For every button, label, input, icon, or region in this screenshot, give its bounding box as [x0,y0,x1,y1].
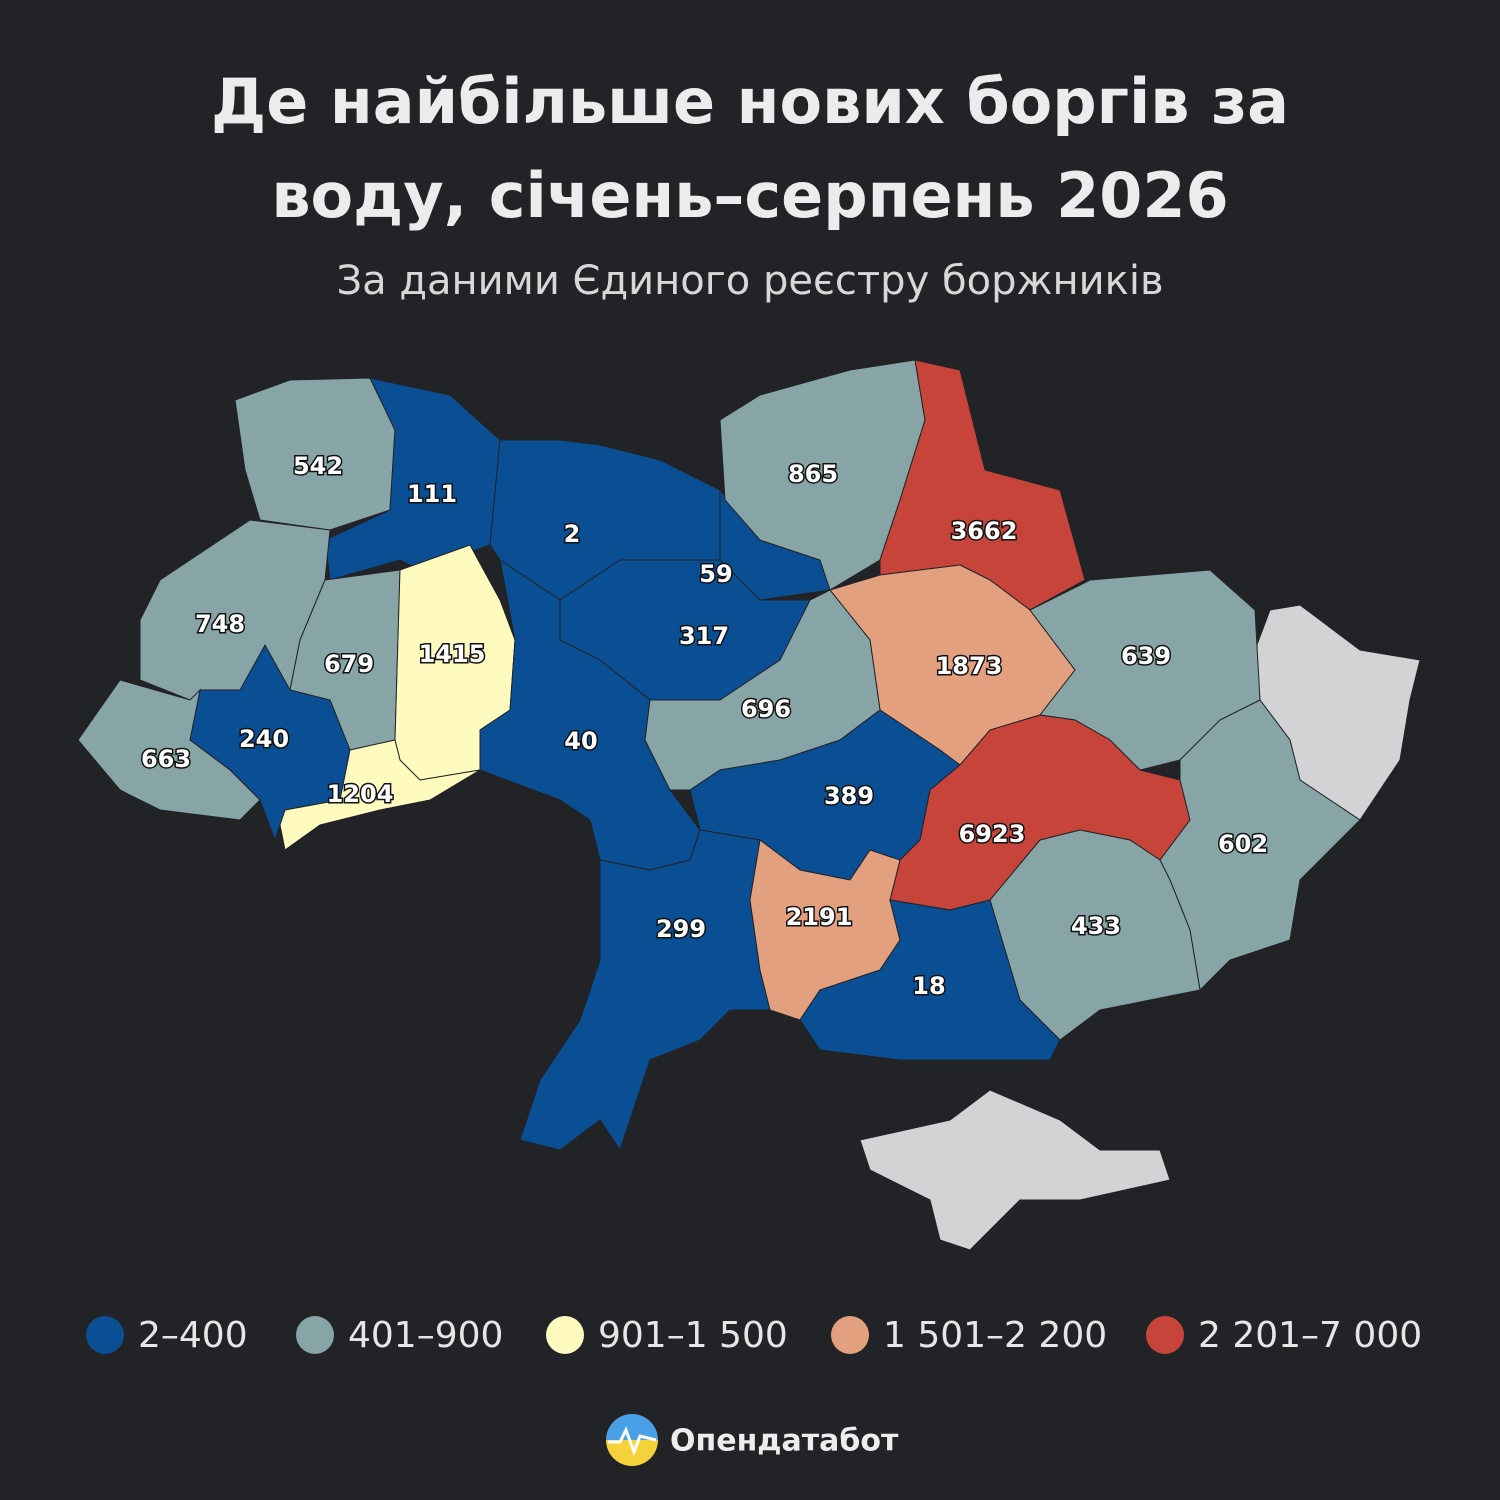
region [519,829,771,1152]
region-label: 40 [564,727,597,755]
legend-swatch [86,1316,124,1354]
legend-swatch [296,1316,334,1354]
region-label: 2191 [786,903,853,931]
region-label: 59 [699,560,732,588]
region-label: 2 [564,520,581,548]
title: Де найбільше нових боргів за воду, січен… [211,65,1289,232]
legend-label: 401–900 [348,1315,503,1356]
region-label: 6923 [959,820,1026,848]
region-label: 389 [824,782,874,810]
region [279,739,481,851]
legend-label: 1 501–2 200 [883,1315,1107,1356]
region-label: 663 [141,745,191,773]
brand: Опендатабот [670,1424,899,1459]
region [799,899,1061,1061]
region-label: 748 [195,610,245,638]
region [324,377,501,581]
region-label: 602 [1218,830,1268,858]
region-label: 639 [1121,642,1171,670]
region-label: 1415 [419,640,486,668]
legend-swatch [1146,1316,1184,1354]
legend-swatch [831,1316,869,1354]
region-label: 865 [788,460,838,488]
legend-label: 2–400 [138,1315,248,1356]
region-label: 679 [324,650,374,678]
brand-logo [606,1414,658,1466]
region-label: 1204 [327,780,394,808]
region-label: 18 [912,972,945,1000]
region [77,679,261,821]
region-label: 1873 [936,652,1003,680]
occupied-region [859,1089,1171,1251]
region-label: 3662 [951,517,1018,545]
region [1159,699,1361,992]
region-label: 542 [293,452,343,480]
region-label: 240 [239,725,289,753]
region-label: 433 [1071,912,1121,940]
legend-swatch [546,1316,584,1354]
region-label: 111 [407,480,457,508]
region-label: 317 [679,622,729,650]
legend-label: 901–1 500 [598,1315,788,1356]
region-label: 299 [656,915,706,943]
subtitle: За даними Єдиного реєстру боржників [336,258,1164,304]
legend-label: 2 201–7 000 [1198,1315,1422,1356]
region-label: 696 [741,695,791,723]
